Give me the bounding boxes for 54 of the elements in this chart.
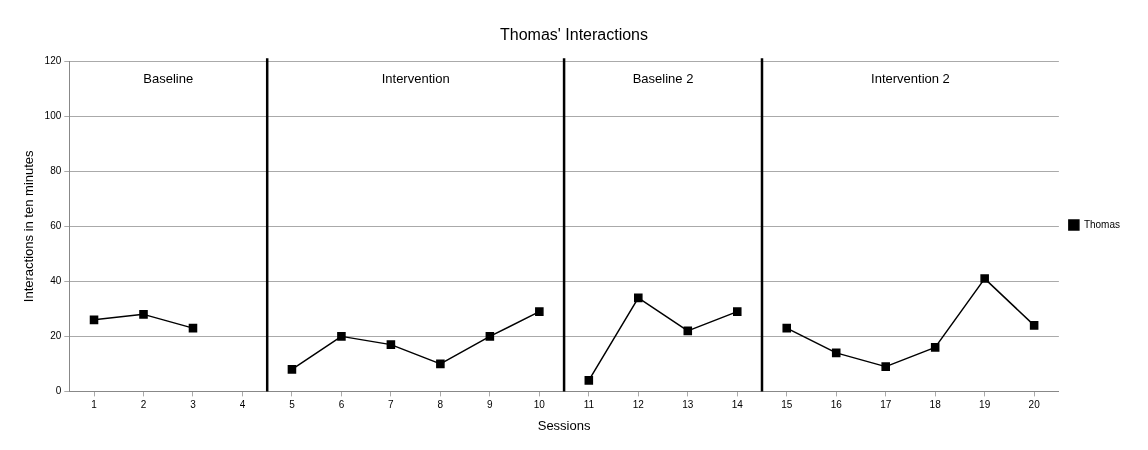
point [831,348,841,358]
y-tick-label: 100 [44,109,62,121]
point [188,323,198,333]
x-tick-label: 19 [979,399,991,411]
point [683,326,693,336]
y-tick-label: 60 [50,220,62,232]
point [386,340,396,349]
x-tick-label: 17 [880,399,892,411]
x-tick-label: 9 [487,399,494,411]
point [139,310,148,319]
x-axis-title: Sessions [537,417,591,433]
point [782,323,792,333]
point [634,293,643,303]
x-tick-label: 10 [533,399,546,411]
x-tick-label: 2 [140,399,147,411]
x-tick-label: 1 [91,399,98,411]
point [584,376,594,385]
point [89,315,99,325]
point [1029,321,1039,330]
x-tick-label: 6 [338,399,345,411]
y-axis-title: Interactions in ten minutes [21,149,37,303]
x-tick-label: 13 [682,399,694,411]
point [881,362,890,371]
y-tick-label: 20 [50,330,62,342]
x-tick-label: 4 [239,399,246,411]
y-tick-label: 40 [50,275,62,287]
point [436,359,445,369]
y-tick-label: 0 [55,385,62,397]
annotation: Intervention [381,70,450,86]
point [337,332,346,341]
x-tick-label: 12 [632,399,645,411]
x-tick-label: 5 [289,399,296,411]
point [485,332,495,341]
y-tick-label: 80 [50,165,62,177]
x-tick-label: 18 [929,399,942,411]
x-tick-label: 11 [583,399,595,411]
point [930,343,940,352]
x-tick-label: 16 [830,399,843,411]
point [287,365,297,374]
x-tick-label: 8 [437,399,444,411]
x-tick-label: 20 [1028,399,1041,411]
point [980,274,989,283]
x-tick-label: 3 [190,399,197,411]
annotation: Intervention 2 [871,70,950,86]
legend-label: Thomas [1083,218,1120,230]
y-tick-label: 120 [44,54,62,66]
x-tick-label: 7 [388,399,395,411]
x-tick-label: 14 [731,399,744,411]
annotation: Baseline 2 [632,70,694,86]
point [732,307,742,316]
point [535,307,544,316]
x-tick-label: 15 [781,399,793,411]
chart-title: Thomas' Interactions [499,26,649,44]
annotation: Baseline [143,70,194,86]
